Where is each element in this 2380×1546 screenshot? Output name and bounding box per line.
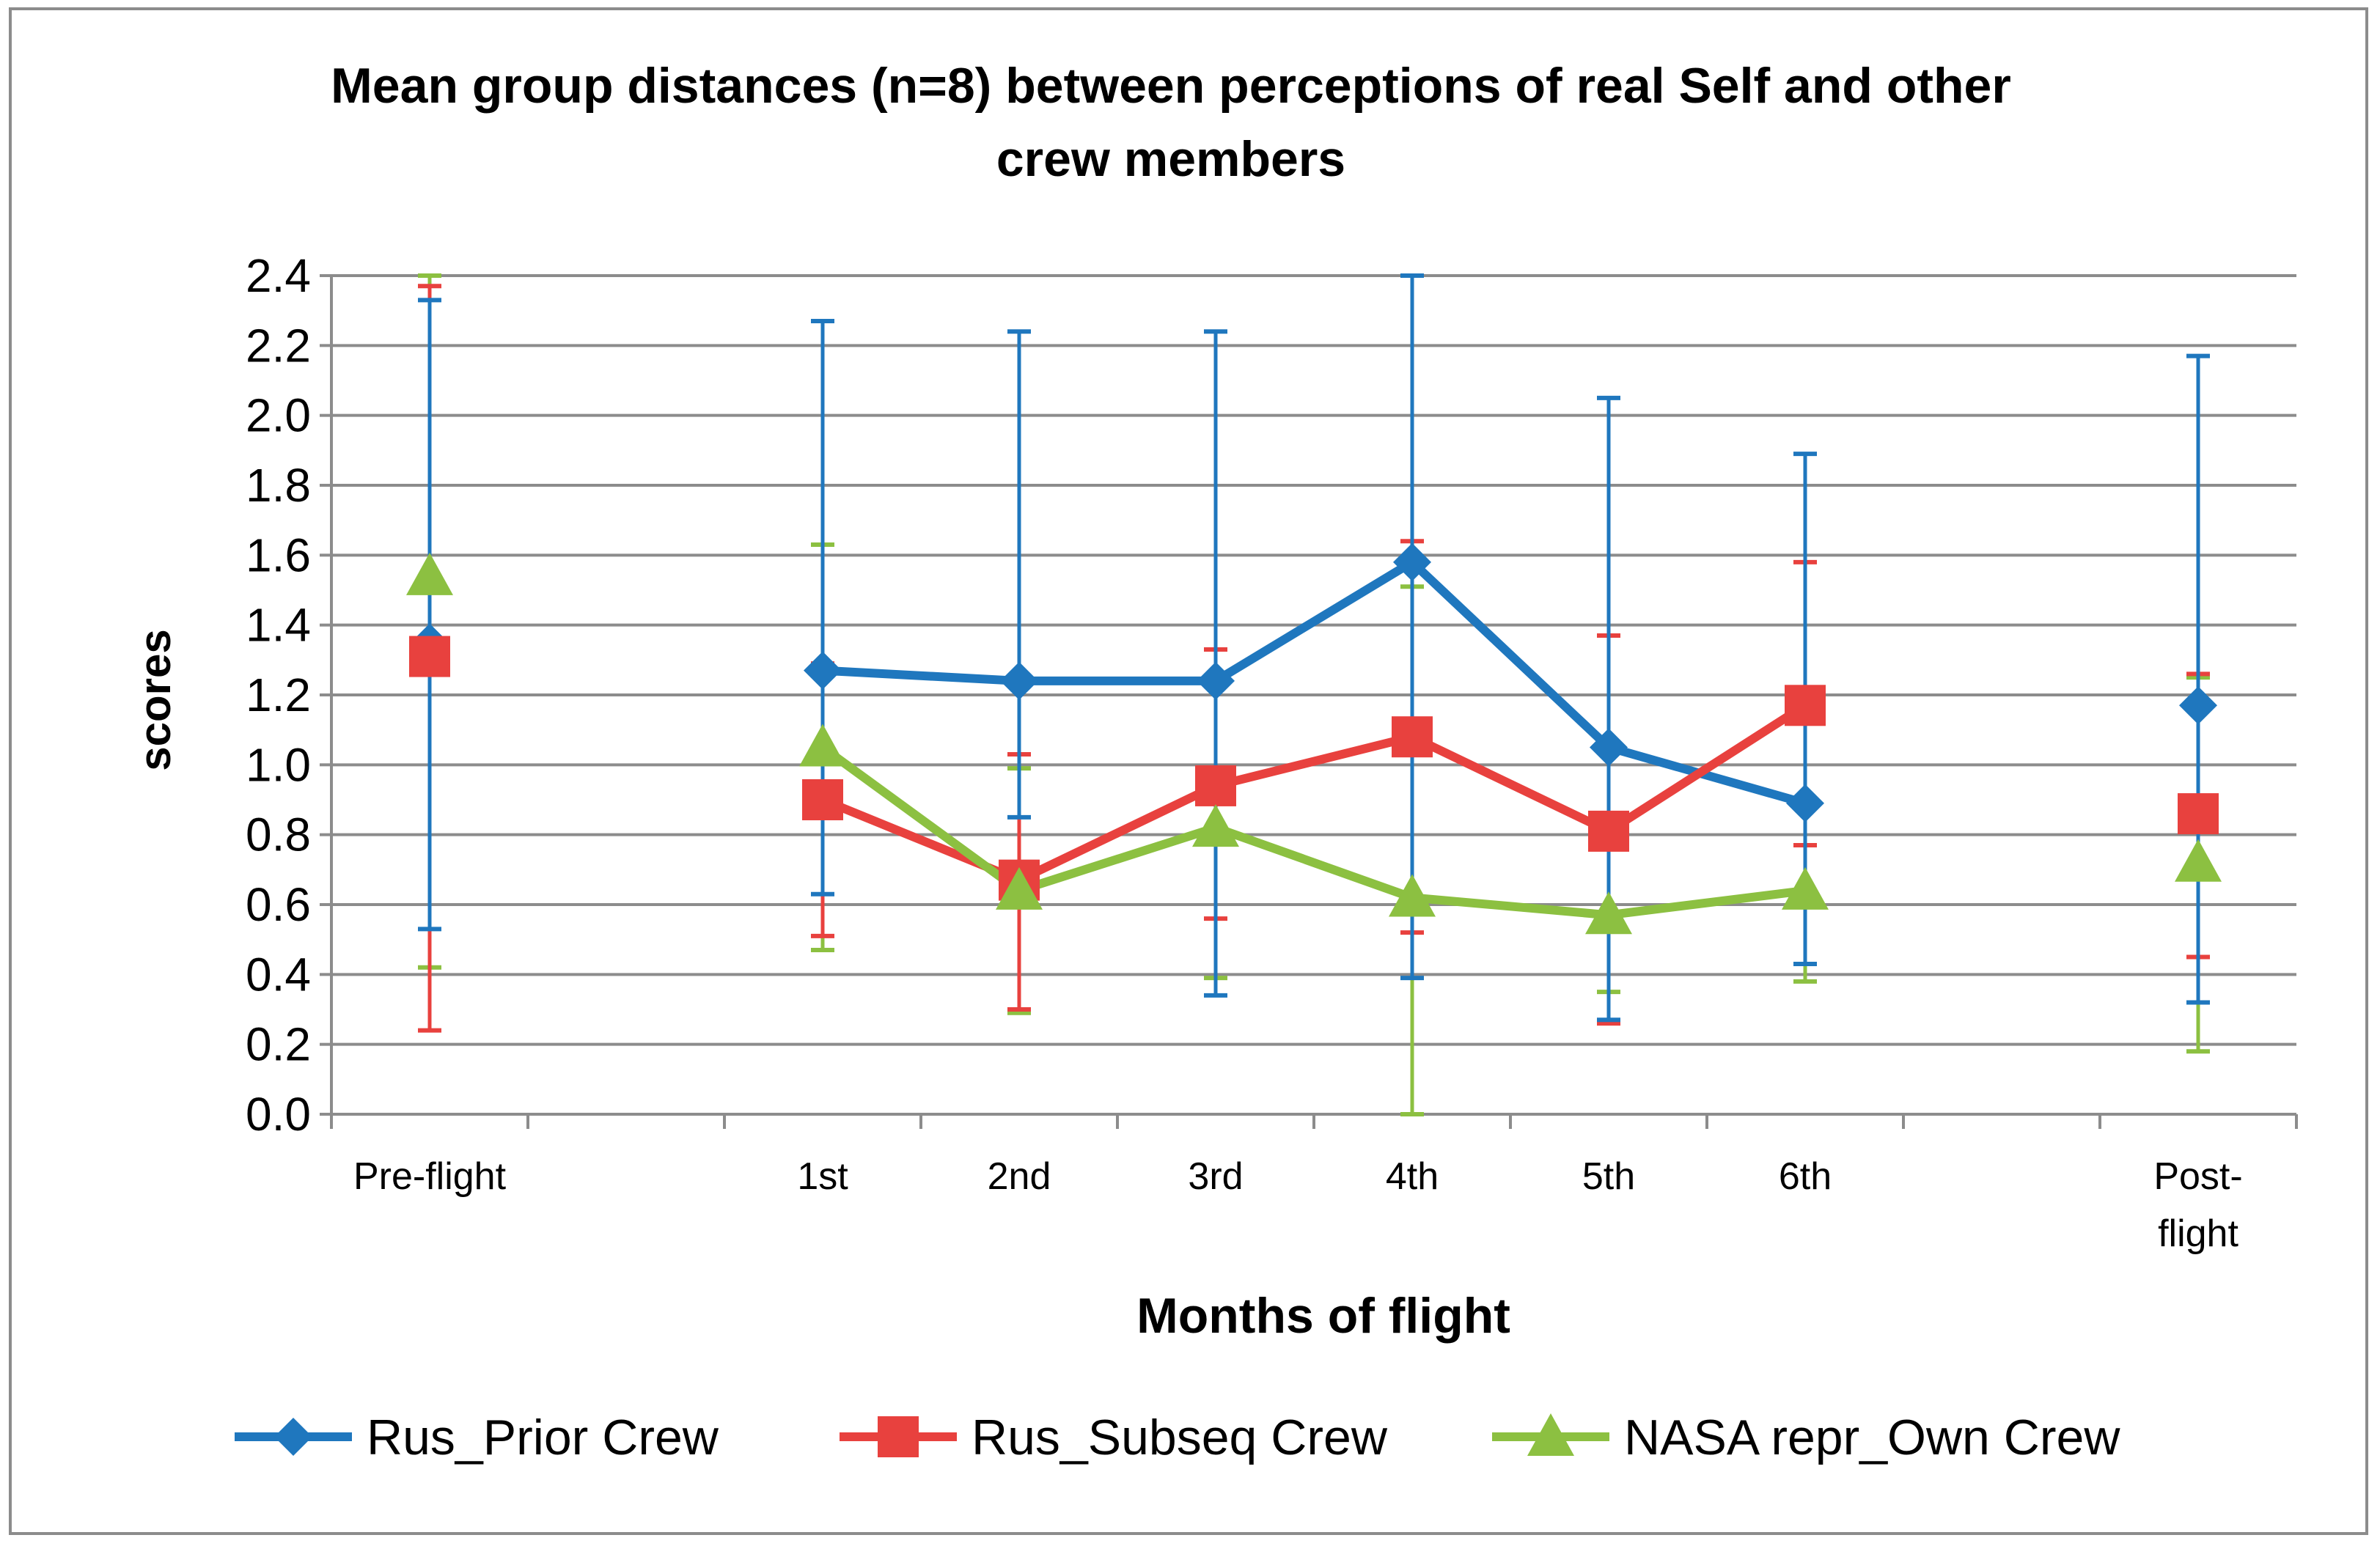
- axes: [320, 274, 2298, 1129]
- y-tick-label: 0.2: [246, 1018, 311, 1071]
- y-tick-label: 1.0: [246, 738, 311, 791]
- x-axis-title: Months of flight: [1136, 1288, 1510, 1344]
- data-point-square: [1588, 810, 1629, 852]
- x-tick-label: Pre-flight: [353, 1155, 507, 1198]
- legend: Rus_Prior Crew Rus_Subseq Crew NASA repr_O…: [235, 1410, 2120, 1465]
- series-lines: [820, 557, 1808, 920]
- legend-label: Rus_Prior Crew: [367, 1410, 719, 1465]
- data-point-diamond: [1786, 784, 1824, 822]
- data-point-triangle: [406, 552, 453, 595]
- y-tick-label: 0.0: [246, 1088, 311, 1141]
- legend-label: Rus_Subseq Crew: [972, 1410, 1388, 1465]
- x-tick-label: 4th: [1386, 1155, 1439, 1198]
- gridlines: [331, 274, 2296, 1046]
- data-point-square: [1785, 685, 1826, 726]
- data-point-square: [1195, 765, 1236, 806]
- y-tick-label: 1.6: [246, 529, 311, 581]
- x-tick-label: flight: [2158, 1212, 2238, 1255]
- x-tick-label: 3rd: [1188, 1155, 1243, 1198]
- data-point-triangle: [1585, 891, 1632, 935]
- series-markers: [406, 542, 2222, 935]
- data-point-triangle: [1782, 866, 1829, 910]
- x-tick-label: 1st: [797, 1155, 848, 1198]
- y-tick-label: 2.2: [246, 319, 311, 372]
- chart-title-line-2: crew members: [996, 131, 1345, 187]
- data-point-diamond: [804, 651, 842, 690]
- y-tick-label: 1.2: [246, 669, 311, 721]
- y-tick-label: 0.6: [246, 878, 311, 931]
- y-tick-label: 2.0: [246, 389, 311, 442]
- x-tick-label: Post-: [2153, 1155, 2242, 1198]
- y-tick-label: 0.4: [246, 948, 311, 1001]
- y-tick-label: 1.8: [246, 459, 311, 512]
- y-tick-label: 0.8: [246, 809, 311, 861]
- y-axis-title: scores: [131, 629, 180, 770]
- data-point-diamond: [1197, 661, 1235, 700]
- data-point-square: [409, 636, 450, 677]
- x-tick-labels: Pre-flight 1st 2nd 3rd 4th 5th 6th Post-flight: [353, 1155, 2243, 1255]
- series-line-0: [822, 557, 1807, 808]
- data-point-square: [2178, 793, 2219, 835]
- data-point-triangle: [1389, 874, 1436, 917]
- data-point-triangle: [1192, 804, 1239, 847]
- data-point-diamond: [2179, 686, 2217, 725]
- data-point-diamond: [1393, 542, 1431, 581]
- chart-frame: [9, 7, 2368, 1535]
- x-tick-label: 2nd: [988, 1155, 1051, 1198]
- chart-title-line-1: Mean group distances (n=8) between perce…: [331, 58, 2011, 114]
- legend-label: NASA repr_Own Crew: [1624, 1410, 2120, 1465]
- data-point-triangle: [2175, 839, 2222, 882]
- data-point-diamond: [1000, 661, 1038, 700]
- series-line-2: [820, 743, 1806, 920]
- data-point-diamond: [1590, 728, 1628, 767]
- data-point-square: [802, 779, 843, 820]
- x-tick-label: 6th: [1779, 1155, 1832, 1198]
- legend-marker: [878, 1416, 919, 1457]
- y-tick-label: 2.4: [246, 249, 311, 302]
- x-tick-label: 5th: [1582, 1155, 1635, 1198]
- y-tick-labels: 0.0 0.2 0.4 0.6 0.8 1.0 1.2 1.4 1.6 1.8 2.0 2.2 2.4: [246, 249, 311, 1141]
- y-tick-label: 1.4: [246, 599, 311, 652]
- data-point-triangle: [799, 724, 846, 767]
- legend-marker: [274, 1418, 312, 1456]
- data-point-square: [1392, 716, 1433, 758]
- legend-marker: [1527, 1413, 1574, 1456]
- data-point-triangle: [996, 866, 1043, 910]
